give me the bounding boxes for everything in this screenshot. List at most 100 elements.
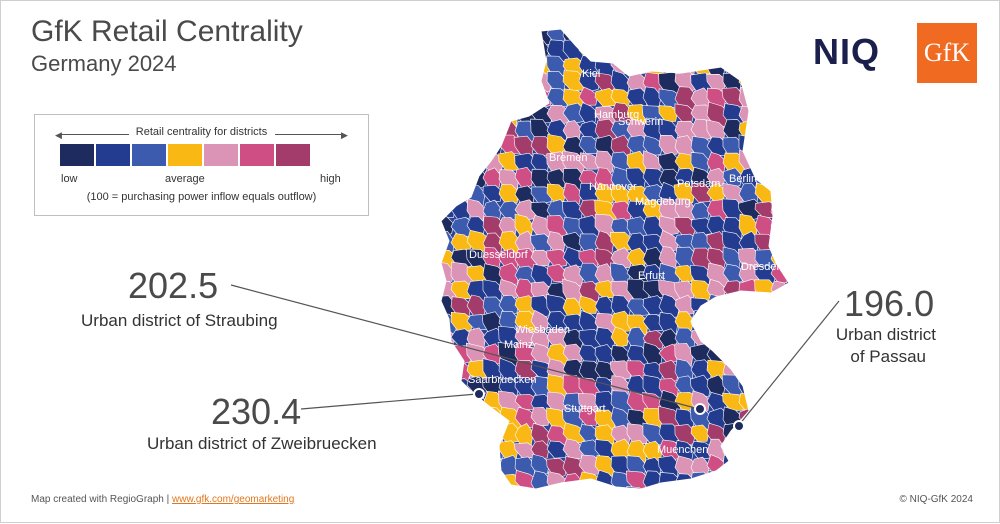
district-cell [466,71,488,94]
district-cell [466,457,487,480]
district-cell [441,86,455,111]
district-cell [658,312,679,337]
district-cell [450,455,474,479]
district-cell [754,485,774,489]
district-cell [770,118,789,142]
district-cell [498,248,520,270]
district-cell [466,89,491,107]
district-cell [626,39,650,63]
district-cell [706,38,728,64]
city-label-mainz: Mainz [504,339,533,351]
district-cell [514,40,535,60]
district-cell [722,263,745,284]
district-cell [530,453,550,476]
city-label-erfurt: Erfurt [638,270,665,282]
district-cell [674,294,696,315]
district-cell [482,184,503,202]
district-cell [770,198,789,226]
straubing-label: Urban district of Straubing [81,311,278,330]
district-cell [770,469,789,489]
district-cell [754,311,778,333]
district-cell [482,41,504,64]
district-cell [578,120,601,141]
district-cell [738,469,763,489]
district-cell [466,151,489,178]
district-cell [642,29,662,50]
district-cell [642,135,663,157]
city-label-magdeburg: Magdeburg [635,196,691,208]
district-cell [786,89,789,109]
district-cell [578,295,599,314]
district-cell [706,29,727,46]
district-cell [530,249,551,267]
district-cell [610,29,633,43]
district-cell [674,41,698,63]
district-cell [770,312,789,335]
district-cell [441,69,455,94]
district-cell [770,345,789,368]
callout-line-zweibruecken [300,393,478,410]
district-cell [546,311,569,332]
district-cell [674,487,698,489]
district-cell [466,29,487,46]
district-cell [689,374,712,397]
district-cell [450,438,475,463]
district-cell [578,102,598,125]
district-cell [441,29,455,45]
district-cell [722,40,742,61]
legend-arrow-left [59,134,129,135]
district-cell [578,487,599,489]
district-cell [786,198,789,225]
arrow-left-icon: ◀ [55,130,62,140]
district-cell [706,247,727,268]
geomarketing-link[interactable]: www.gfk.com/geomarketing [172,494,295,505]
district-cell [441,186,459,208]
district-cell [770,185,789,203]
district-cell [610,70,631,94]
district-cell [546,231,566,252]
district-cell [514,325,536,347]
legend-arrow-right [275,134,345,135]
district-cell [786,407,789,431]
district-cell [610,231,633,252]
legend-swatch-7 [276,144,310,166]
district-cell [770,216,789,237]
district-cell [754,85,777,109]
district-cell [786,421,789,445]
district-cell [449,103,475,126]
district-cell [441,152,457,172]
district-cell [441,424,457,447]
district-cell [722,311,746,335]
district-cell [658,487,678,489]
callout-line-straubing [230,284,700,410]
district-cell [657,455,680,478]
district-cell [466,424,487,448]
district-cell [786,135,789,161]
district-cell [658,105,678,123]
district-cell [465,57,492,81]
district-cell [482,29,503,45]
passau-label-line2: of Passau [850,347,926,366]
district-cell [721,294,745,317]
district-cell [546,71,567,92]
district-cell [754,457,779,476]
district-cell [514,486,534,489]
district-cell [770,457,789,476]
district-cell [738,357,763,383]
district-cell [450,29,472,47]
district-cell [610,326,630,348]
district-cell [450,166,473,188]
district-cell [441,344,459,366]
gfk-logo: GfK [917,23,977,83]
district-cell [786,29,789,47]
district-cell [754,470,780,489]
district-cell [770,153,789,173]
district-cell [530,407,551,427]
district-cell [786,234,789,254]
district-cell [770,439,789,461]
district-cell [786,101,789,129]
district-cell [498,262,520,286]
district-cell [706,330,730,350]
district-cell [754,29,779,47]
footer-copyright: © NIQ-GfK 2024 [899,494,973,505]
